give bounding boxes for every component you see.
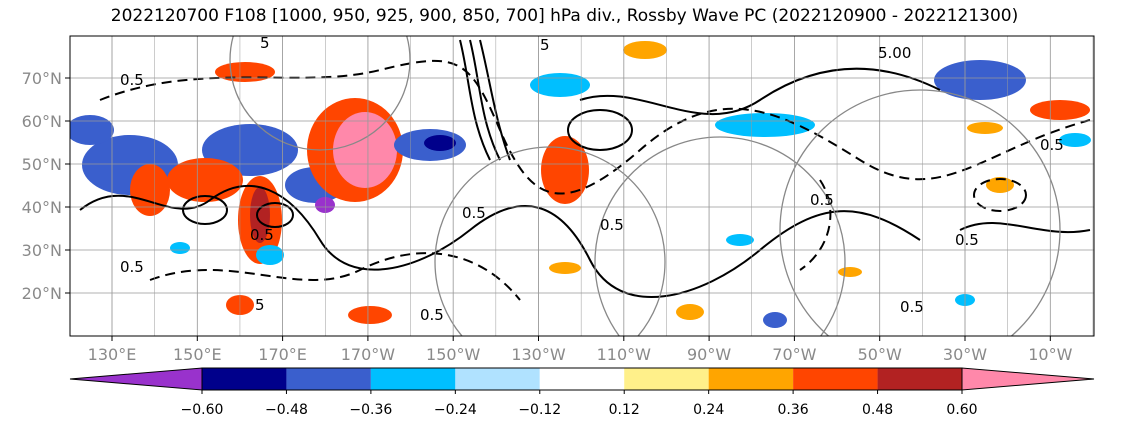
colorbar-tick-label: 0.12 — [609, 402, 640, 418]
colorbar-tick-label: 0.24 — [693, 402, 724, 418]
colorbar-tick-label: −0.60 — [181, 402, 224, 418]
lat-tick-label: 40°N — [22, 198, 62, 217]
colorbar-tick-label: 0.60 — [946, 402, 977, 418]
contour-label: 0.5 — [600, 216, 624, 234]
lon-tick-label: 30°W — [943, 345, 987, 364]
lon-tick-label: 170°E — [258, 345, 307, 364]
contour-label: 0.5 — [955, 231, 979, 249]
colorbar-segment — [708, 368, 794, 390]
lat-tick-label: 60°N — [22, 112, 62, 131]
lon-tick-label: 170°W — [341, 345, 396, 364]
contour-label: 5 — [255, 296, 265, 314]
rossby-wave-circles — [229, 36, 1061, 336]
colorbar — [69, 367, 1095, 391]
colorbar-tick-label: −0.24 — [434, 402, 477, 418]
colorbar-extend-high — [961, 367, 1095, 391]
contour-label: 0.5 — [250, 226, 274, 244]
contour-label: 5.00 — [878, 44, 911, 62]
contour-label: 0.5 — [1040, 136, 1064, 154]
colorbar-segment — [455, 368, 540, 390]
lat-tick-label: 30°N — [22, 241, 62, 260]
colorbar-tick-label: −0.48 — [265, 402, 308, 418]
colorbar-frame — [201, 367, 963, 391]
lat-tick-label: 20°N — [22, 284, 62, 303]
colorbar-segment — [877, 368, 962, 390]
colorbar-tick-label: −0.12 — [518, 402, 561, 418]
latitude-labels: 70°N 60°N 50°N 40°N 30°N 20°N — [22, 69, 70, 303]
lon-tick-label: 50°W — [858, 345, 902, 364]
colorbar-segment — [286, 368, 371, 390]
divergence-shading — [70, 41, 1091, 328]
contour-label: 5 — [540, 36, 550, 54]
lon-tick-label: 150°E — [173, 345, 222, 364]
lon-tick-label: 90°W — [687, 345, 731, 364]
contour-label: 0.5 — [120, 258, 144, 276]
contour-labels: 5 0.5 5 0.5 5.00 5 0.5 0.5 0.5 0.5 0.5 0.5 0.5 0.5 — [120, 34, 1064, 324]
lon-tick-label: 130°E — [88, 345, 137, 364]
colorbar-segment — [539, 368, 625, 390]
chart-title: 2022120700 F108 [1000, 950, 925, 900, 85… — [110, 6, 1019, 26]
lon-tick-label: 150°W — [426, 345, 481, 364]
contour-label: 5 — [260, 34, 270, 52]
map-gridlines — [70, 36, 1094, 336]
contour-label: 0.5 — [420, 306, 444, 324]
colorbar-tick-label: −0.36 — [349, 402, 392, 418]
lat-tick-label: 70°N — [22, 69, 62, 88]
contour-label: 0.5 — [120, 71, 144, 89]
plot-frame — [69, 35, 1095, 337]
colorbar-segment — [202, 368, 287, 390]
colorbar-tick-label: 0.48 — [862, 402, 893, 418]
longitude-labels: 130°E 150°E 170°E 170°W 150°W 130°W 110°W 90°W 7… — [88, 336, 1073, 364]
lon-tick-label: 70°W — [772, 345, 816, 364]
lon-tick-label: 110°W — [597, 345, 652, 364]
contour-label: 0.5 — [462, 204, 486, 222]
lat-tick-label: 50°N — [22, 155, 62, 174]
lon-tick-label: 130°W — [511, 345, 566, 364]
colorbar-segment — [624, 368, 709, 390]
colorbar-extend-low — [69, 367, 203, 391]
colorbar-labels: −0.60 −0.48 −0.36 −0.24 −0.12 0.12 0.24 0.36 0.4… — [181, 390, 978, 418]
colorbar-tick-label: 0.36 — [778, 402, 809, 418]
contour-label: 0.5 — [900, 298, 924, 316]
contour-label: 0.5 — [810, 191, 834, 209]
colorbar-segment — [793, 368, 878, 390]
colorbar-segment — [370, 368, 456, 390]
lon-tick-label: 10°W — [1028, 345, 1072, 364]
